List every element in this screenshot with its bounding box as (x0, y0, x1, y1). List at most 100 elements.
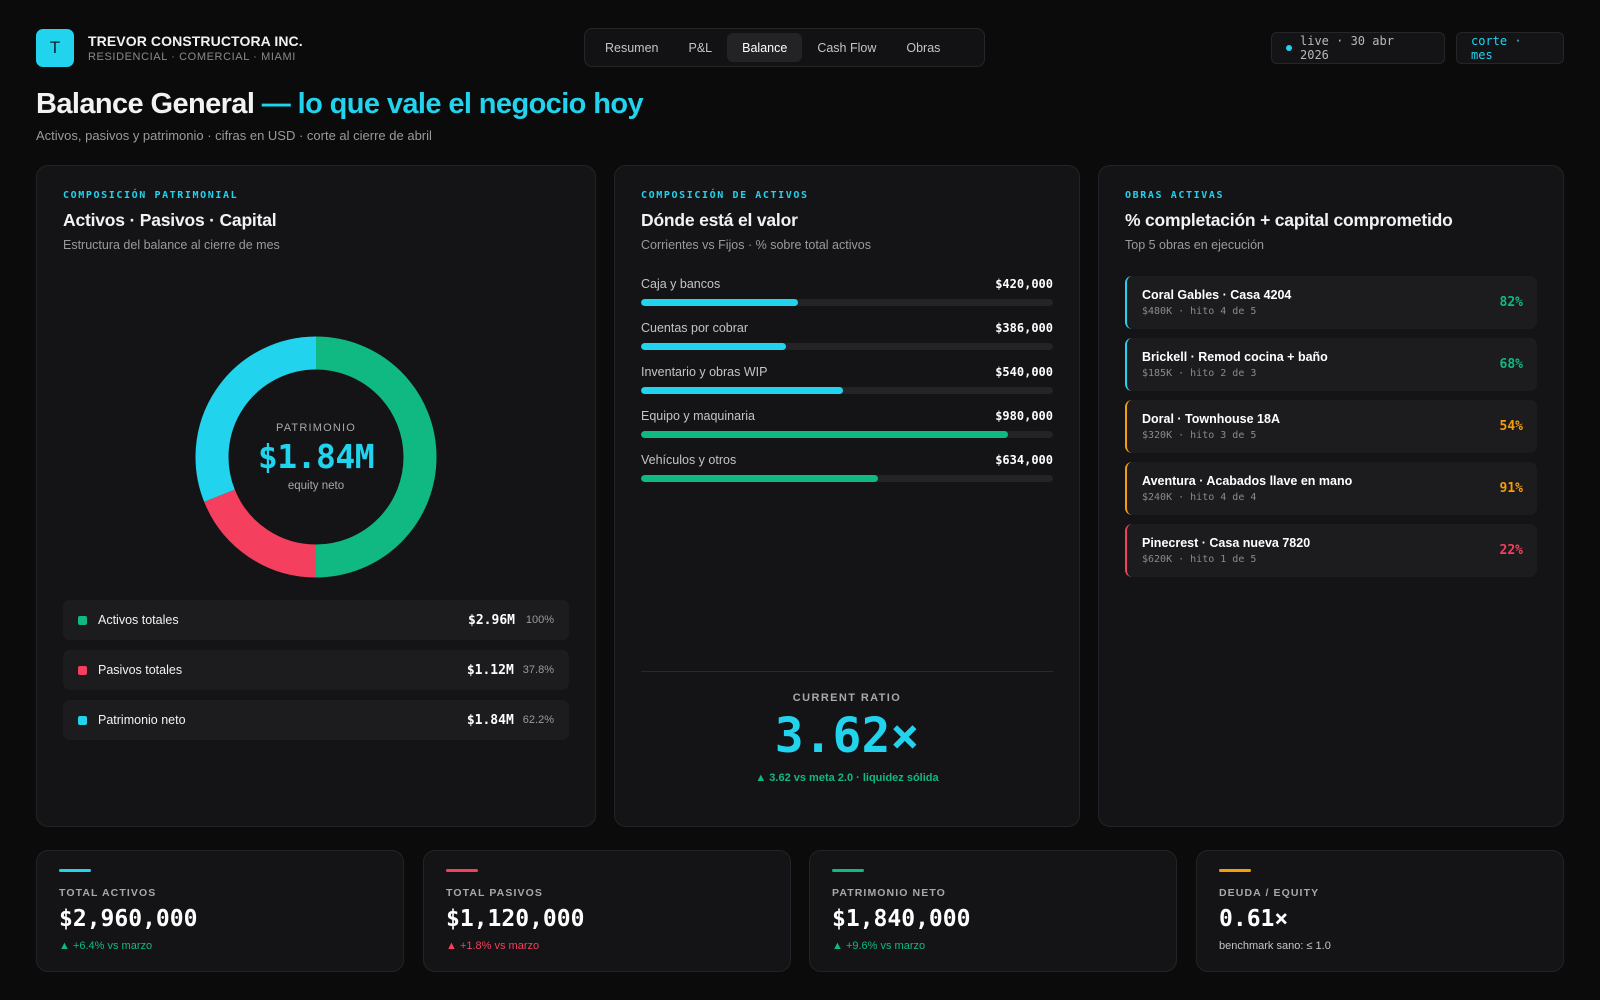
bar-fill (641, 475, 879, 482)
obra-meta: $620K · hito 1 de 5 (1142, 554, 1257, 565)
donut-slice-patrimonio (195, 336, 317, 502)
obra-item[interactable]: Doral · Townhouse 18A $320K · hito 3 de 5… (1125, 400, 1537, 453)
bar-value: $386,000 (995, 321, 1053, 335)
brand-text: TREVOR CONSTRUCTORA INC. RESIDENCIAL · C… (88, 33, 303, 64)
obra-meta: $480K · hito 4 de 5 (1142, 306, 1257, 317)
bar-label: Equipo y maquinaria (641, 409, 755, 423)
obra-name: Coral Gables · Casa 4204 (1142, 288, 1292, 302)
obra-item[interactable]: Coral Gables · Casa 4204 $480K · hito 4 d… (1125, 276, 1537, 329)
obra-item[interactable]: Pinecrest · Casa nueva 7820 $620K · hito … (1125, 524, 1537, 577)
page-subtitle: Activos, pasivos y patrimonio · cifras e… (36, 128, 432, 143)
page-title-main: Balance General (36, 88, 255, 120)
live-status-pill: live · 30 abr 2026 (1271, 32, 1445, 64)
bar-fill (641, 387, 844, 394)
live-dot-icon (1286, 45, 1292, 51)
tab-cash-flow[interactable]: Cash Flow (817, 40, 877, 55)
tab-pl[interactable]: P&L (688, 40, 713, 55)
legend-row-activos: Activos totales $2.96M 100% (63, 600, 569, 640)
bar-value: $634,000 (995, 453, 1053, 467)
donut-slice-pasivos (204, 489, 317, 578)
bar-value: $540,000 (995, 365, 1053, 379)
obra-name: Brickell · Remod cocina + baño (1142, 350, 1328, 364)
obra-item[interactable]: Brickell · Remod cocina + baño $185K · hi… (1125, 338, 1537, 391)
bar-item: Caja y bancos $420,000 (641, 276, 1053, 320)
obras-subtitle: Top 5 obras en ejecución (1125, 238, 1264, 252)
obra-pct: 22% (1499, 543, 1523, 558)
corte-label: corte · mes (1471, 34, 1522, 62)
legend-value: $1.12M (466, 662, 514, 678)
activos-eyebrow: COMPOSICIÓN DE ACTIVOS (641, 190, 809, 201)
kpi-delta: ▲ +1.8% vs marzo (446, 940, 540, 952)
obras-card: OBRAS ACTIVAS % completación + capital c… (1098, 165, 1564, 827)
kpi-deuda-equity: DEUDA / EQUITY 0.61× benchmark sano: ≤ 1… (1196, 850, 1564, 972)
bar-fill (641, 343, 786, 350)
bar-item: Inventario y obras WIP $540,000 (641, 364, 1053, 408)
donut-center-label: PATRIMONIO (275, 422, 357, 434)
bar-track (641, 387, 1053, 394)
obra-name: Doral · Townhouse 18A (1142, 412, 1280, 426)
kpi-delta: ▲ +6.4% vs marzo (59, 940, 153, 952)
donut-center-caption: equity neto (287, 480, 345, 492)
composicion-card: COMPOSICIÓN PATRIMONIAL Activos · Pasivo… (36, 165, 596, 827)
legend-swatch-pasivos (78, 665, 87, 675)
page-title-accent: — lo que vale el negocio hoy (261, 88, 644, 120)
kpi-label: TOTAL PASIVOS (446, 887, 543, 899)
obra-name: Aventura · Acabados llave en mano (1142, 474, 1353, 488)
brand: T TREVOR CONSTRUCTORA INC. RESIDENCIAL ·… (36, 29, 303, 67)
ratio-note: ▲ 3.62 vs meta 2.0 · liquidez sólida (755, 772, 939, 784)
current-ratio: CURRENT RATIO 3.62× ▲ 3.62 vs meta 2.0 ·… (641, 671, 1053, 784)
composicion-legend: Activos totales $2.96M 100% Pasivos tota… (63, 600, 569, 750)
kpi-total-activos: TOTAL ACTIVOS $2,960,000 ▲ +6.4% vs marz… (36, 850, 404, 972)
bar-track (641, 343, 1053, 350)
kpi-label: PATRIMONIO NETO (832, 887, 946, 899)
legend-value: $1.84M (466, 712, 514, 728)
donut-slice-activos (315, 336, 437, 578)
obra-pct: 82% (1499, 295, 1523, 310)
legend-swatch-activos (78, 615, 87, 625)
corte-button[interactable]: corte · mes (1456, 32, 1564, 64)
bar-label: Caja y bancos (641, 277, 721, 291)
legend-row-patrimonio: Patrimonio neto $1.84M 62.2% (63, 700, 569, 740)
kpi-accent-line (59, 869, 91, 872)
page-title: Balance General — lo que vale el negocio… (36, 88, 644, 121)
kpi-delta: ▲ +9.6% vs marzo (832, 940, 926, 952)
kpi-value: $1,840,000 (832, 906, 971, 932)
legend-row-pasivos: Pasivos totales $1.12M 37.8% (63, 650, 569, 690)
bar-label: Inventario y obras WIP (641, 365, 768, 379)
legend-swatch-patrimonio (78, 715, 87, 725)
kpi-patrimonio-neto: PATRIMONIO NETO $1,840,000 ▲ +9.6% vs ma… (809, 850, 1177, 972)
obra-item[interactable]: Aventura · Acabados llave en mano $240K ·… (1125, 462, 1537, 515)
bar-track (641, 299, 1053, 306)
kpi-label: DEUDA / EQUITY (1219, 887, 1320, 899)
legend-name: Activos totales (98, 613, 179, 627)
tab-balance[interactable]: Balance (727, 33, 803, 62)
legend-pct: 37.8% (522, 664, 554, 676)
obra-pct: 91% (1499, 481, 1523, 496)
obras-title: % completación + capital comprometido (1125, 210, 1453, 230)
activos-bars: Caja y bancos $420,000 Cuentas por cobrar… (641, 276, 1053, 496)
legend-name: Patrimonio neto (98, 713, 186, 727)
donut-center-value: $1.84M (257, 437, 375, 476)
brand-logo: T (36, 29, 74, 67)
brand-name: TREVOR CONSTRUCTORA INC. (88, 32, 303, 49)
activos-subtitle: Corrientes vs Fijos · % sobre total acti… (641, 238, 871, 252)
obra-meta: $185K · hito 2 de 3 (1142, 368, 1257, 379)
bar-track (641, 431, 1053, 438)
bar-label: Vehículos y otros (641, 453, 737, 467)
legend-value: $2.96M (468, 612, 515, 628)
composicion-eyebrow: COMPOSICIÓN PATRIMONIAL (63, 190, 239, 201)
kpi-accent-line (1219, 869, 1251, 872)
tab-resumen[interactable]: Resumen (605, 40, 659, 55)
tab-obras[interactable]: Obras (906, 40, 941, 55)
composicion-subtitle: Estructura del balance al cierre de mes (63, 238, 280, 252)
kpi-delta: benchmark sano: ≤ 1.0 (1219, 940, 1331, 952)
live-status-text: live · 30 abr 2026 (1300, 34, 1394, 62)
activos-card: COMPOSICIÓN DE ACTIVOS Dónde está el val… (614, 165, 1080, 827)
bar-label: Cuentas por cobrar (641, 321, 749, 335)
obras-eyebrow: OBRAS ACTIVAS (1125, 190, 1225, 201)
obra-meta: $320K · hito 3 de 5 (1142, 430, 1257, 441)
bar-fill (641, 299, 799, 306)
kpi-value: $2,960,000 (59, 906, 198, 932)
ratio-label: CURRENT RATIO (792, 692, 902, 704)
bar-value: $420,000 (995, 277, 1053, 291)
